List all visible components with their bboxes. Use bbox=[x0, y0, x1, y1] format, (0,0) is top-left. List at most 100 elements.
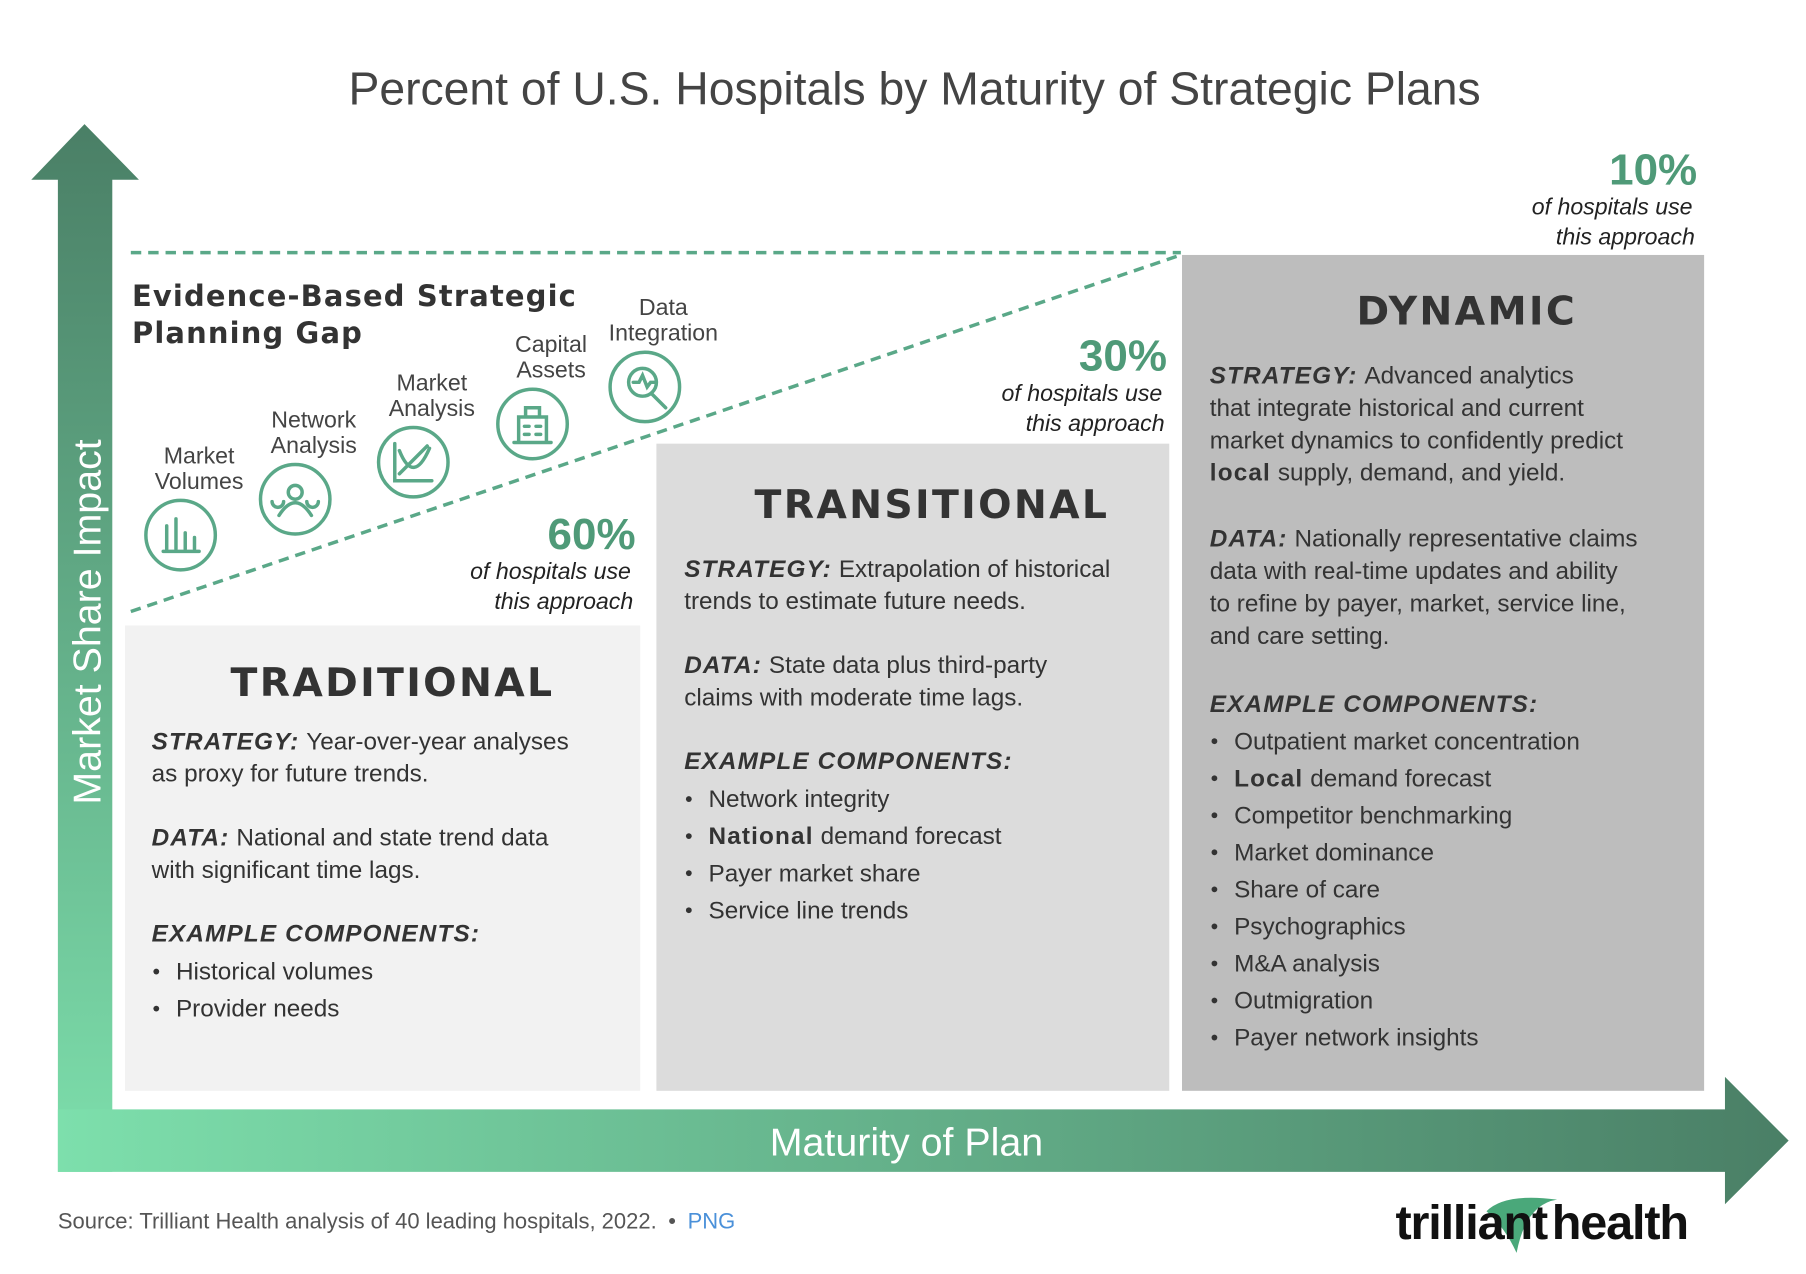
icon-glyph bbox=[393, 441, 434, 483]
body-text: supply, demand, and yield. bbox=[1278, 460, 1565, 487]
body-line: data with real-time updates and ability bbox=[1210, 558, 1619, 585]
bullet bbox=[1211, 775, 1218, 782]
body-text: Outmigration bbox=[1234, 988, 1373, 1015]
body-line: market dynamics to confidently predict bbox=[1210, 427, 1623, 454]
bullet bbox=[1211, 849, 1218, 856]
body-text: State data plus third-party bbox=[769, 652, 1048, 679]
body-line: Psychographics bbox=[1234, 914, 1406, 941]
icon-label: Market bbox=[396, 369, 467, 395]
icon-label: Analysis bbox=[271, 432, 357, 458]
body-text: that integrate historical and current bbox=[1210, 395, 1584, 422]
section-label: EXAMPLE COMPONENTS: bbox=[684, 748, 1012, 775]
body-line: Competitor benchmarking bbox=[1234, 802, 1512, 829]
icon-glyph bbox=[270, 483, 321, 518]
bullet bbox=[1211, 738, 1218, 745]
section-label: DATA: bbox=[1210, 526, 1288, 553]
body-text: demand forecast bbox=[821, 823, 1002, 850]
logo: trilliant health bbox=[1395, 1196, 1687, 1250]
icon-label: Capital bbox=[515, 331, 587, 357]
icon-circle bbox=[496, 387, 570, 461]
bold-word: Local bbox=[1234, 765, 1303, 792]
body-text: Share of care bbox=[1234, 876, 1380, 903]
body-line: to refine by payer, market, service line… bbox=[1210, 591, 1626, 618]
section-label: DATA: bbox=[152, 824, 230, 851]
body-line: DATA: State data plus third-party bbox=[684, 652, 1048, 679]
stat-caption: of hospitals use bbox=[1002, 380, 1163, 406]
body-line: Provider needs bbox=[176, 996, 339, 1023]
body-text: demand forecast bbox=[1310, 765, 1491, 792]
body-text: Historical volumes bbox=[176, 959, 373, 986]
body-line: Payer market share bbox=[709, 860, 921, 887]
body-line: Service line trends bbox=[709, 897, 909, 924]
body-line: DATA: National and state trend data bbox=[152, 824, 549, 851]
body-text: Psychographics bbox=[1234, 914, 1406, 941]
bullet bbox=[1211, 812, 1218, 819]
body-line: STRATEGY: Advanced analytics bbox=[1210, 362, 1574, 389]
stat-value: 60% bbox=[548, 510, 636, 559]
box-heading: TRANSITIONAL bbox=[755, 482, 1110, 528]
icon-glyph bbox=[512, 406, 553, 445]
bold-word: National bbox=[709, 823, 814, 850]
gap-title: Evidence-Based Strategic bbox=[132, 279, 577, 313]
icon-label: Volumes bbox=[155, 468, 244, 494]
body-text: Advanced analytics bbox=[1364, 362, 1573, 389]
y-arrow bbox=[31, 124, 139, 1172]
body-line: trends to estimate future needs. bbox=[684, 588, 1026, 615]
icon-circle bbox=[144, 498, 218, 572]
logo-swoosh bbox=[1486, 1197, 1558, 1253]
icon-glyph bbox=[626, 366, 668, 410]
body-line: Local demand forecast bbox=[1234, 765, 1491, 792]
source: Source: Trilliant Health analysis of 40 … bbox=[58, 1209, 735, 1234]
bullet bbox=[1211, 923, 1218, 930]
stat-caption: of hospitals use bbox=[470, 558, 631, 584]
icon-label: Assets bbox=[516, 357, 585, 383]
section-label: STRATEGY: bbox=[1210, 362, 1358, 389]
icon-label: Network bbox=[271, 406, 356, 432]
section-label: STRATEGY: bbox=[684, 556, 832, 583]
section-label: EXAMPLE COMPONENTS: bbox=[152, 920, 480, 947]
body-line: claims with moderate time lags. bbox=[684, 684, 1023, 711]
body-line: Historical volumes bbox=[176, 959, 373, 986]
source-text: Source: Trilliant Health analysis of 40 … bbox=[58, 1209, 657, 1234]
body-line: with significant time lags. bbox=[151, 857, 421, 884]
body-text: Service line trends bbox=[709, 897, 909, 924]
body-line: as proxy for future trends. bbox=[152, 761, 429, 788]
body-text: Network integrity bbox=[709, 786, 891, 813]
body-line: Outmigration bbox=[1234, 988, 1373, 1015]
bullet bbox=[1211, 997, 1218, 1004]
box-traditional bbox=[125, 625, 641, 1091]
bold-word: local bbox=[1210, 460, 1271, 487]
icon-label: Data bbox=[639, 294, 688, 320]
x-arrow bbox=[57, 1076, 1789, 1205]
body-line: and care setting. bbox=[1210, 623, 1390, 650]
body-text: with significant time lags. bbox=[151, 857, 421, 884]
icon-label: Analysis bbox=[389, 395, 475, 421]
body-text: Payer market share bbox=[709, 860, 921, 887]
bullet bbox=[153, 968, 160, 975]
y-axis-label: Market Share Impact bbox=[66, 439, 110, 804]
body-line: STRATEGY: Extrapolation of historical bbox=[684, 556, 1110, 583]
body-text: Year-over-year analyses bbox=[306, 728, 568, 755]
bullet bbox=[153, 1005, 160, 1012]
box-heading: TRADITIONAL bbox=[231, 660, 555, 706]
body-text: Provider needs bbox=[176, 996, 339, 1023]
bullet bbox=[685, 796, 692, 802]
body-text: claims with moderate time lags. bbox=[684, 684, 1023, 711]
body-text: Competitor benchmarking bbox=[1234, 802, 1512, 829]
body-text: Nationally representative claims bbox=[1295, 526, 1638, 553]
body-line: Market dominance bbox=[1234, 839, 1434, 866]
stat-caption: this approach bbox=[494, 588, 633, 614]
body-line: STRATEGY: Year-over-year analyses bbox=[152, 728, 569, 755]
bullet bbox=[685, 907, 692, 914]
box-transitional bbox=[656, 443, 1170, 1091]
stat-caption: of hospitals use bbox=[1532, 193, 1693, 219]
stat-value: 30% bbox=[1079, 332, 1167, 381]
body-line: Network integrity bbox=[709, 786, 891, 813]
box-dynamic bbox=[1182, 254, 1705, 1091]
body-line: Share of care bbox=[1234, 876, 1380, 903]
png-link[interactable]: PNG bbox=[688, 1209, 736, 1234]
body-text: Outpatient market concentration bbox=[1234, 728, 1580, 755]
separator: • bbox=[668, 1209, 676, 1234]
body-line: that integrate historical and current bbox=[1210, 395, 1584, 422]
